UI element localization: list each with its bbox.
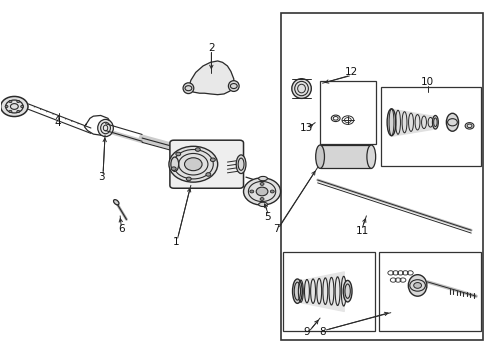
Text: 3: 3 bbox=[98, 172, 105, 182]
Text: 10: 10 bbox=[421, 77, 433, 87]
Circle shape bbox=[5, 105, 8, 108]
Ellipse shape bbox=[386, 109, 395, 136]
Circle shape bbox=[195, 148, 200, 151]
Ellipse shape bbox=[258, 176, 267, 181]
Bar bbox=[320, 145, 370, 168]
Bar bbox=[380, 87, 480, 166]
Circle shape bbox=[256, 187, 267, 196]
Bar bbox=[378, 252, 480, 330]
Ellipse shape bbox=[168, 146, 217, 182]
Polygon shape bbox=[188, 61, 233, 95]
Ellipse shape bbox=[366, 145, 375, 168]
Text: 1: 1 bbox=[173, 237, 179, 247]
Circle shape bbox=[9, 111, 12, 113]
Circle shape bbox=[205, 173, 210, 176]
Text: 5: 5 bbox=[264, 212, 271, 221]
Circle shape bbox=[17, 100, 20, 103]
Circle shape bbox=[260, 183, 264, 185]
FancyBboxPatch shape bbox=[169, 140, 243, 188]
Circle shape bbox=[249, 190, 253, 193]
Circle shape bbox=[17, 111, 20, 113]
Circle shape bbox=[243, 178, 280, 205]
Circle shape bbox=[270, 190, 274, 193]
Ellipse shape bbox=[228, 81, 239, 91]
Circle shape bbox=[20, 105, 23, 108]
Ellipse shape bbox=[407, 275, 426, 296]
Text: 11: 11 bbox=[355, 226, 368, 236]
Text: 6: 6 bbox=[118, 224, 124, 234]
Circle shape bbox=[171, 167, 176, 171]
Ellipse shape bbox=[258, 202, 267, 207]
Bar bbox=[320, 81, 375, 144]
Text: 2: 2 bbox=[207, 43, 214, 53]
Text: 9: 9 bbox=[303, 327, 309, 337]
Circle shape bbox=[464, 123, 473, 129]
Ellipse shape bbox=[98, 120, 113, 136]
Ellipse shape bbox=[292, 279, 302, 303]
Bar bbox=[281, 13, 483, 339]
Text: 12: 12 bbox=[345, 67, 358, 77]
Circle shape bbox=[260, 198, 264, 201]
Text: 4: 4 bbox=[54, 118, 61, 128]
Circle shape bbox=[186, 177, 191, 181]
Ellipse shape bbox=[291, 79, 311, 98]
Bar bbox=[282, 252, 374, 330]
Ellipse shape bbox=[446, 113, 458, 131]
Ellipse shape bbox=[236, 155, 245, 174]
Text: 8: 8 bbox=[319, 327, 325, 337]
Ellipse shape bbox=[343, 280, 351, 302]
Ellipse shape bbox=[431, 116, 437, 129]
Circle shape bbox=[9, 100, 12, 103]
Bar bbox=[320, 145, 370, 168]
Circle shape bbox=[413, 283, 421, 288]
Circle shape bbox=[176, 152, 181, 156]
Ellipse shape bbox=[315, 145, 324, 168]
Circle shape bbox=[210, 158, 215, 162]
Text: 7: 7 bbox=[272, 224, 279, 234]
Circle shape bbox=[0, 96, 28, 117]
Ellipse shape bbox=[170, 157, 178, 171]
Ellipse shape bbox=[113, 200, 119, 205]
Circle shape bbox=[184, 158, 202, 171]
Text: 13: 13 bbox=[299, 123, 312, 133]
Ellipse shape bbox=[183, 83, 193, 94]
